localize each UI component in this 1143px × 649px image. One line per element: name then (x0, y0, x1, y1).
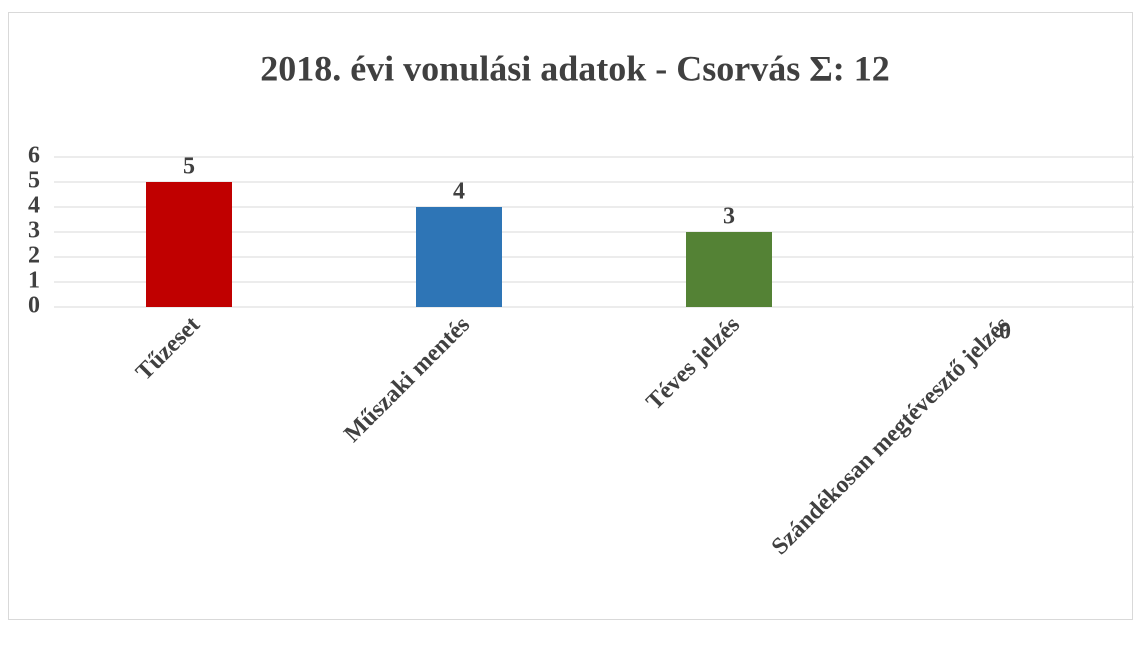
y-tick-label: 3 (28, 218, 40, 244)
value-label: 3 (723, 204, 735, 230)
value-label: 0 (999, 319, 1011, 345)
chart-title: 2018. évi vonulási adatok - Csorvás Σ: 1… (260, 48, 890, 88)
chart-frame (8, 12, 1133, 620)
bar (146, 182, 232, 307)
y-tick-label: 1 (28, 268, 40, 294)
value-label: 4 (453, 179, 465, 205)
bar (686, 232, 772, 307)
y-tick-label: 4 (28, 193, 40, 219)
bar (416, 207, 502, 307)
y-tick-label: 5 (28, 168, 40, 194)
y-tick-label: 6 (28, 143, 40, 169)
y-tick-label: 0 (28, 293, 40, 319)
value-label: 5 (183, 154, 195, 180)
y-tick-label: 2 (28, 243, 40, 269)
